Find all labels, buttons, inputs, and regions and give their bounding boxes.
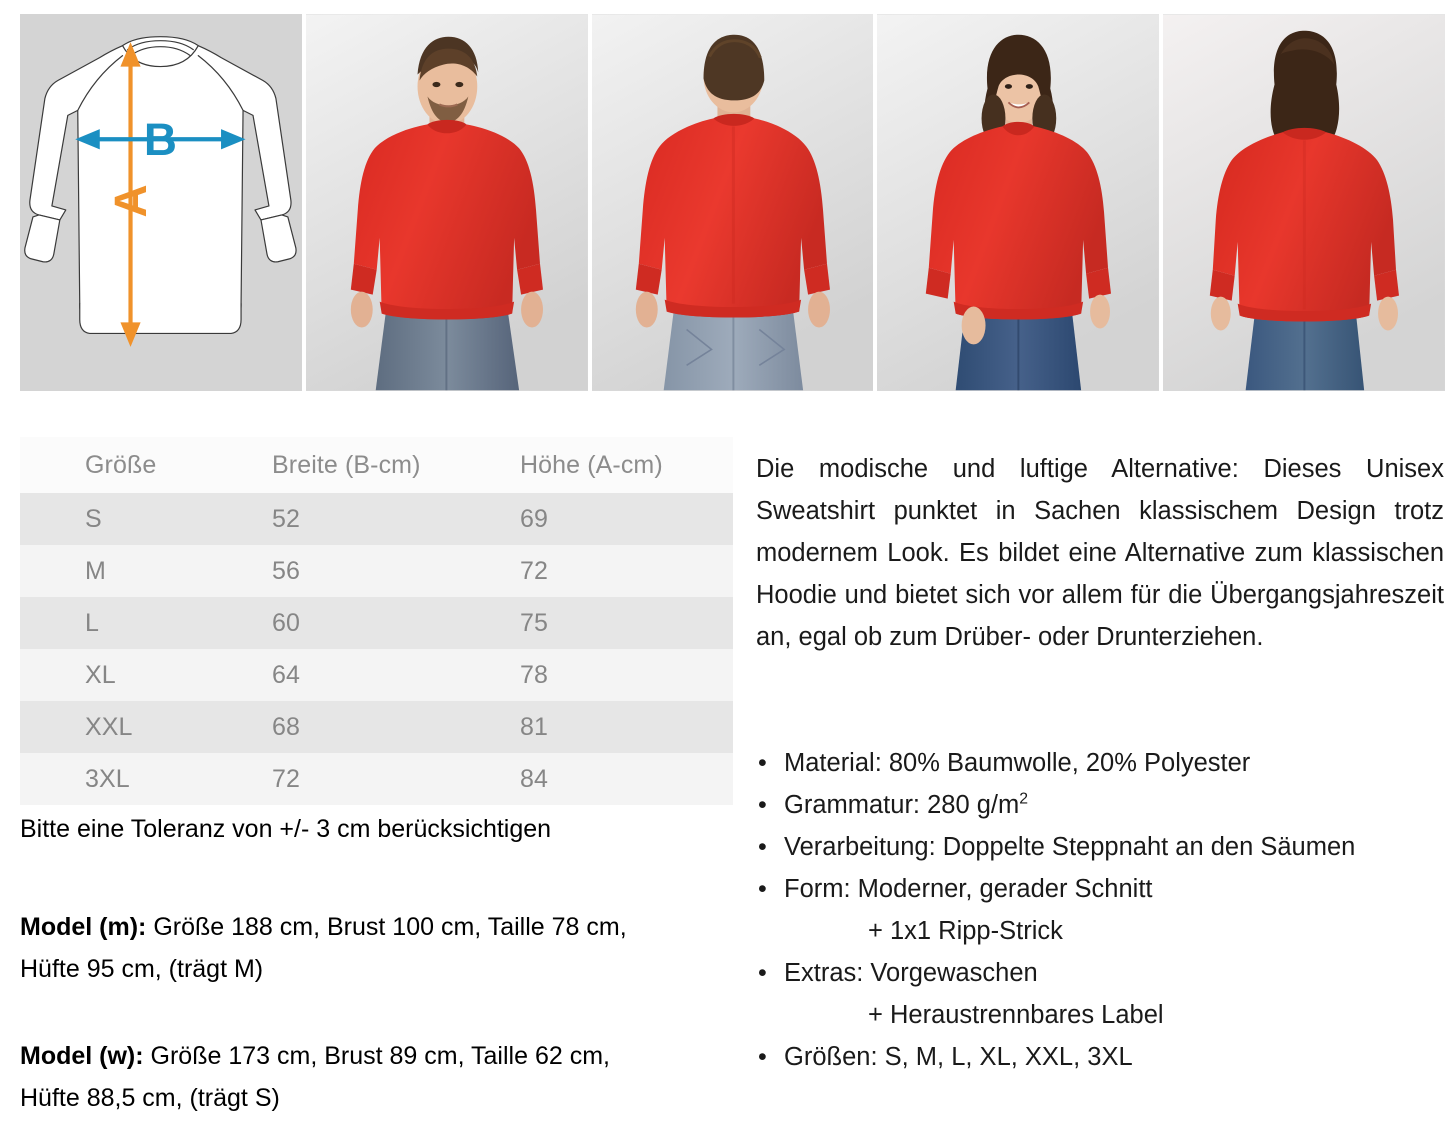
width-measure-arrow [75,129,246,150]
table-row: L 60 75 [20,597,733,649]
tolerance-note: Bitte eine Toleranz von +/- 3 cm berücks… [20,815,552,843]
cell-size: S [20,493,217,545]
table-row: XL 64 78 [20,649,733,701]
feature-superscript: 2 [1019,790,1029,808]
model-male-label: Model (m): [20,913,147,941]
sweatshirt-outline [24,36,297,335]
bullet-icon: • [758,959,767,987]
width-label: B [144,114,177,165]
table-header-breite: Breite (B-cm) [217,437,472,493]
male-back-photo [591,14,874,391]
model-female-label: Model (w): [20,1042,144,1070]
feature-text: Extras: Vorgewaschen [784,959,1038,987]
cell-hoehe: 69 [472,493,733,545]
cell-hoehe: 78 [472,649,733,701]
size-table: Größe Breite (B-cm) Höhe (A-cm) S 52 69 … [20,437,733,805]
model-female-info: Model (w): Größe 173 cm, Brust 89 cm, Ta… [20,1035,735,1119]
product-photo-strip: A B [20,14,1445,391]
cell-hoehe: 72 [472,545,733,597]
model-female-line2: Hüfte 88,5 cm, (trägt S) [20,1084,280,1112]
list-item: • Material: 80% Baumwolle, 20% Polyester [756,742,1444,784]
model-male-line1: Größe 188 cm, Brust 100 cm, Taille 78 cm… [146,913,627,941]
height-label: A [105,184,156,217]
cell-size: 3XL [20,753,217,805]
table-row: M 56 72 [20,545,733,597]
model-female-line1: Größe 173 cm, Brust 89 cm, Taille 62 cm, [143,1042,610,1070]
cell-breite: 64 [217,649,472,701]
feature-text: Form: Moderner, gerader Schnitt [784,875,1153,903]
cell-breite: 56 [217,545,472,597]
feature-text: Verarbeitung: Doppelte Steppnaht an den … [784,833,1356,861]
model-male-line2: Hüfte 95 cm, (trägt M) [20,955,264,983]
table-row: 3XL 72 84 [20,753,733,805]
table-header-row: Größe Breite (B-cm) Höhe (A-cm) [20,437,733,493]
male-front-photo [305,14,588,391]
list-item: • Verarbeitung: Doppelte Steppnaht an den… [756,826,1444,868]
bullet-icon: • [758,1043,767,1071]
list-item: • Grammatur: 280 g/m2 [756,784,1444,826]
bullet-icon: • [758,833,767,861]
cell-size: M [20,545,217,597]
table-header-size: Größe [20,437,217,493]
cell-breite: 72 [217,753,472,805]
female-front-photo [877,14,1160,391]
table-row: S 52 69 [20,493,733,545]
feature-text: Grammatur: 280 g/m [784,791,1020,819]
feature-text: Material: 80% Baumwolle, 20% Polyester [784,749,1251,777]
bullet-icon: • [758,749,767,777]
table-row: XXL 68 81 [20,701,733,753]
product-description: Die modische und luftige Alternative: Di… [756,455,1444,651]
cell-size: XXL [20,701,217,753]
feature-text: + Heraustrennbares Label [868,1001,1164,1029]
technical-drawing-panel: A B [20,14,302,391]
table-header-hoehe: Höhe (A-cm) [472,437,733,493]
cell-size: XL [20,649,217,701]
bullet-icon: • [758,875,767,903]
list-item: • Größen: S, M, L, XL, XXL, 3XL [756,1036,1444,1078]
list-item-sub: + 1x1 Ripp-Strick [756,910,1444,952]
bullet-icon: • [758,791,767,819]
list-item: • Extras: Vorgewaschen [756,952,1444,994]
list-item: • Form: Moderner, gerader Schnitt [756,868,1444,910]
feature-list: • Material: 80% Baumwolle, 20% Polyester … [756,742,1444,1078]
feature-text: + 1x1 Ripp-Strick [868,917,1063,945]
cell-hoehe: 81 [472,701,733,753]
cell-breite: 60 [217,597,472,649]
model-male-info: Model (m): Größe 188 cm, Brust 100 cm, T… [20,906,735,990]
feature-text: Größen: S, M, L, XL, XXL, 3XL [784,1043,1133,1071]
list-item-sub: + Heraustrennbares Label [756,994,1444,1036]
cell-breite: 68 [217,701,472,753]
cell-hoehe: 84 [472,753,733,805]
height-measure-arrow [120,42,141,347]
female-back-photo [1163,14,1445,391]
cell-hoehe: 75 [472,597,733,649]
cell-breite: 52 [217,493,472,545]
cell-size: L [20,597,217,649]
